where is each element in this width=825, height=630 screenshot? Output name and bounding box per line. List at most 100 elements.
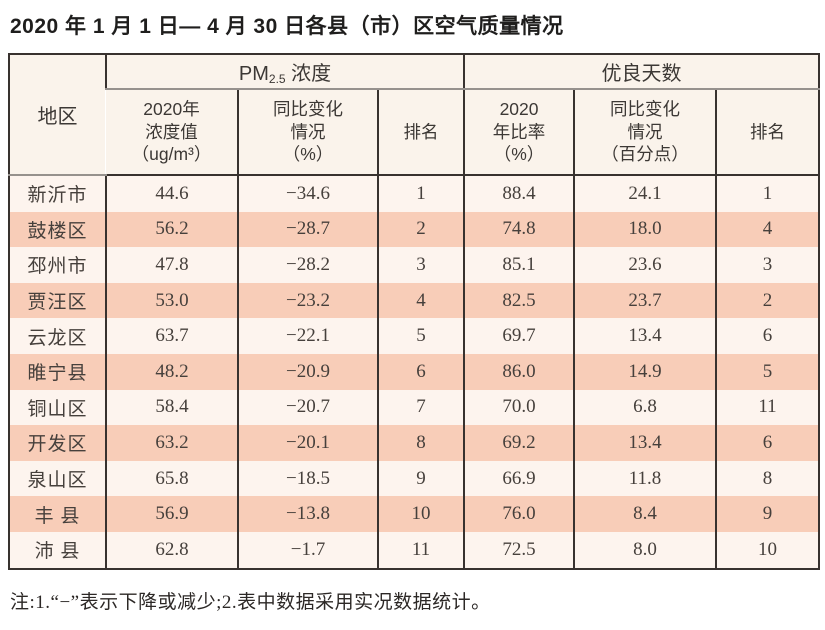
header-good-rank: 排名 xyxy=(715,89,820,176)
good-change-cell: 8.0 xyxy=(573,531,717,569)
table-row: 睢宁县 48.2 −20.9 6 86.0 14.9 5 xyxy=(9,353,820,390)
pm-value-cell: 47.8 xyxy=(105,247,238,283)
header-good-change: 同比变化 情况 （百分点） xyxy=(573,89,717,176)
air-quality-table: 地区 PM2.5 浓度 优良天数 2020年 浓度值 （ug/m³） 同比变化 … xyxy=(8,53,821,570)
region-cell: 云龙区 xyxy=(27,327,88,349)
pm-change-cell: −18.5 xyxy=(237,460,378,497)
table-row: 鼓楼区 56.2 −28.7 2 74.8 18.0 4 xyxy=(9,211,820,248)
region-cell: 铜山区 xyxy=(27,398,88,420)
table-header: 地区 PM2.5 浓度 优良天数 2020年 浓度值 （ug/m³） 同比变化 … xyxy=(9,54,820,176)
pm-rank-cell: 6 xyxy=(376,353,465,390)
good-change-cell: 24.1 xyxy=(573,175,717,212)
good-change-cell: 23.7 xyxy=(573,282,717,319)
header-region: 地区 xyxy=(9,54,106,176)
pm-value-cell: 62.8 xyxy=(105,531,238,569)
pm-rank-cell: 9 xyxy=(376,460,465,497)
region-cell: 鼓楼区 xyxy=(27,220,88,242)
good-change-cell: 13.4 xyxy=(573,425,717,461)
pm25-label-prefix: PM xyxy=(238,63,269,85)
good-rank-cell: 6 xyxy=(715,318,820,354)
pm-rank-cell: 8 xyxy=(376,425,465,461)
good-ratio-cell: 66.9 xyxy=(463,460,575,497)
header-pm-value: 2020年 浓度值 （ug/m³） xyxy=(106,89,238,176)
good-change-cell: 6.8 xyxy=(573,389,717,426)
header-pm25-group: PM2.5 浓度 xyxy=(104,54,465,90)
good-rank-cell: 8 xyxy=(715,460,820,497)
pm-value-cell: 63.7 xyxy=(105,318,238,354)
region-cell: 新沂市 xyxy=(27,185,88,207)
header-group-row: 地区 PM2.5 浓度 优良天数 xyxy=(9,54,820,176)
header-sub-row: 2020年 浓度值 （ug/m³） 同比变化 情况 （%） 排名 2020 年比… xyxy=(9,89,820,176)
table-row: 云龙区 63.7 −22.1 5 69.7 13.4 6 xyxy=(9,318,820,354)
good-rank-cell: 6 xyxy=(715,425,820,461)
pm-rank-cell: 3 xyxy=(376,247,465,283)
table-row: 邳州市 47.8 −28.2 3 85.1 23.6 3 xyxy=(9,247,820,283)
pm-rank-cell: 11 xyxy=(376,531,465,569)
good-ratio-cell: 69.7 xyxy=(463,318,575,354)
region-cell: 贾汪区 xyxy=(27,292,88,314)
region-cell: 泉山区 xyxy=(27,470,88,492)
table-row: 贾汪区 53.0 −23.2 4 82.5 23.7 2 xyxy=(9,282,820,319)
table-body: 新沂市 44.6 −34.6 1 88.4 24.1 1 鼓楼区 56.2 −2… xyxy=(9,175,820,569)
good-ratio-cell: 74.8 xyxy=(463,211,575,248)
good-rank-cell: 2 xyxy=(715,282,820,319)
header-pm-rank: 排名 xyxy=(376,89,465,176)
table-row: 新沂市 44.6 −34.6 1 88.4 24.1 1 xyxy=(9,175,820,212)
pm-rank-cell: 10 xyxy=(376,496,465,532)
good-change-cell: 11.8 xyxy=(573,460,717,497)
pm25-label-suffix: 浓度 xyxy=(285,63,332,85)
table-row: 开发区 63.2 −20.1 8 69.2 13.4 6 xyxy=(9,425,820,461)
good-rank-cell: 3 xyxy=(715,247,820,283)
good-change-cell: 23.6 xyxy=(573,247,717,283)
region-cell: 丰 县 xyxy=(34,505,81,527)
good-ratio-cell: 70.0 xyxy=(463,389,575,426)
pm-rank-cell: 2 xyxy=(376,211,465,248)
pm-rank-cell: 1 xyxy=(376,175,465,212)
good-change-cell: 13.4 xyxy=(573,318,717,354)
header-good-days-group: 优良天数 xyxy=(463,54,820,90)
pm-value-cell: 56.2 xyxy=(105,211,238,248)
pm-change-cell: −1.7 xyxy=(237,531,378,569)
pm-value-cell: 58.4 xyxy=(105,389,238,426)
header-pm-change: 同比变化 情况 （%） xyxy=(237,89,378,176)
table-row: 泉山区 65.8 −18.5 9 66.9 11.8 8 xyxy=(9,460,820,497)
good-rank-cell: 5 xyxy=(715,353,820,390)
pm-value-cell: 53.0 xyxy=(105,282,238,319)
good-change-cell: 14.9 xyxy=(573,353,717,390)
pm-change-cell: −28.7 xyxy=(237,211,378,248)
pm-value-cell: 44.6 xyxy=(105,175,238,212)
pm-change-cell: −13.8 xyxy=(237,496,378,532)
pm-rank-cell: 5 xyxy=(376,318,465,354)
good-change-cell: 8.4 xyxy=(573,496,717,532)
good-ratio-cell: 85.1 xyxy=(463,247,575,283)
good-rank-cell: 10 xyxy=(715,531,820,569)
pm-change-cell: −20.9 xyxy=(237,353,378,390)
region-cell: 开发区 xyxy=(27,434,88,456)
good-rank-cell: 11 xyxy=(715,389,820,426)
good-ratio-cell: 82.5 xyxy=(463,282,575,319)
footnote: 注:1.“−”表示下降或减少;2.表中数据采用实况数据统计。 xyxy=(10,591,491,613)
good-rank-cell: 9 xyxy=(715,496,820,532)
good-ratio-cell: 72.5 xyxy=(463,531,575,569)
pm-change-cell: −23.2 xyxy=(237,282,378,319)
pm-value-cell: 63.2 xyxy=(105,425,238,461)
region-cell: 睢宁县 xyxy=(27,363,88,385)
header-good-ratio: 2020 年比率 （%） xyxy=(463,89,575,176)
pm-value-cell: 48.2 xyxy=(105,353,238,390)
pm-change-cell: −28.2 xyxy=(237,247,378,283)
good-ratio-cell: 86.0 xyxy=(463,353,575,390)
region-cell: 邳州市 xyxy=(27,256,88,278)
pm-value-cell: 65.8 xyxy=(105,460,238,497)
pm-change-cell: −22.1 xyxy=(237,318,378,354)
good-rank-cell: 1 xyxy=(715,175,820,212)
good-ratio-cell: 69.2 xyxy=(463,425,575,461)
good-ratio-cell: 76.0 xyxy=(463,496,575,532)
good-rank-cell: 4 xyxy=(715,211,820,248)
table-row: 铜山区 58.4 −20.7 7 70.0 6.8 11 xyxy=(9,389,820,426)
table-row: 沛 县 62.8 −1.7 11 72.5 8.0 10 xyxy=(9,531,820,569)
pm-value-cell: 56.9 xyxy=(105,496,238,532)
pm-rank-cell: 4 xyxy=(376,282,465,319)
pm-change-cell: −20.7 xyxy=(237,389,378,426)
region-cell: 沛 县 xyxy=(34,541,81,563)
pm25-label-subscript: 2.5 xyxy=(268,72,286,86)
